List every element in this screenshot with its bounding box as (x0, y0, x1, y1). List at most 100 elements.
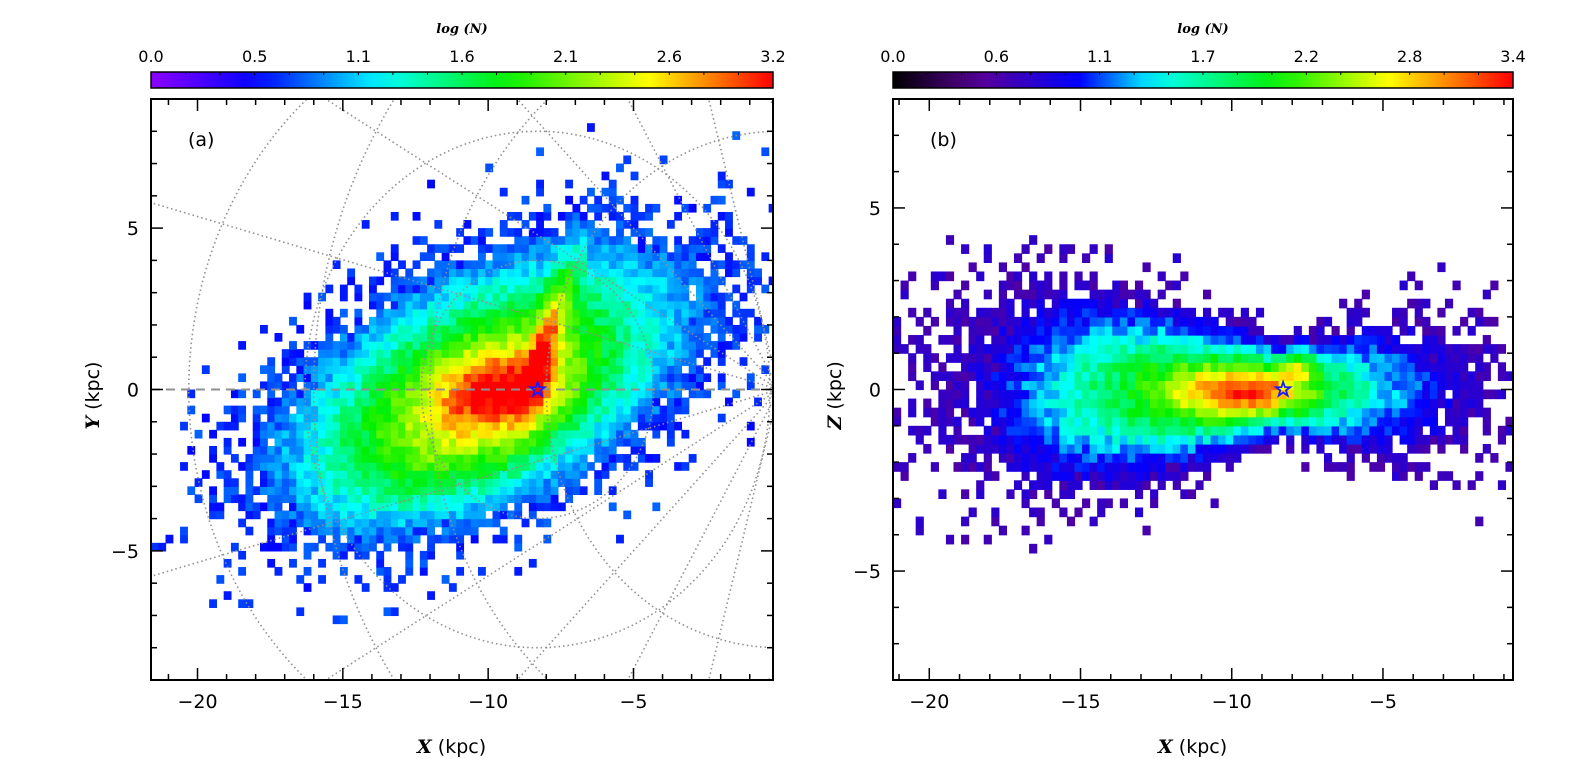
heat-cell (761, 252, 770, 261)
heat-cell (1263, 371, 1272, 382)
heat-cell (1467, 325, 1476, 336)
heat-cell (565, 300, 574, 310)
heat-cell (1059, 289, 1068, 300)
heat-cell (1422, 416, 1431, 427)
heat-cell (412, 316, 421, 326)
heat-cell (347, 526, 356, 536)
heat-cell (427, 308, 435, 318)
heat-cell (594, 300, 603, 310)
heat-cell (405, 421, 414, 431)
heat-cell (1460, 398, 1469, 409)
heat-cell (507, 300, 515, 310)
heat-cell (274, 381, 283, 391)
heat-cell (332, 486, 341, 496)
heat-cell (637, 365, 646, 374)
heat-cell (1399, 462, 1408, 472)
heat-cell (1505, 416, 1513, 427)
heat-cell (1127, 434, 1136, 445)
heat-cell (1255, 362, 1265, 372)
heat-cell (514, 308, 523, 318)
heat-cell (586, 284, 595, 294)
heat-cell (1301, 344, 1310, 354)
heat-cell (405, 526, 414, 536)
heat-cell (456, 292, 465, 302)
heat-cell (1354, 298, 1363, 309)
heat-cell (318, 413, 326, 423)
heat-cell (536, 187, 544, 197)
heat-cell (303, 365, 312, 374)
heat-cell (1429, 362, 1438, 372)
heat-cell (1422, 380, 1431, 391)
heat-cell (623, 421, 632, 431)
heat-cell (187, 405, 196, 415)
heat-cell (1414, 425, 1423, 436)
heat-cell (499, 365, 508, 374)
heat-cell (1112, 280, 1121, 291)
heat-cell (623, 252, 632, 261)
heat-cell (637, 381, 646, 391)
heat-cell (557, 429, 566, 439)
heat-cell (390, 607, 399, 617)
heat-cell (1240, 380, 1249, 391)
heat-cell (1460, 416, 1469, 427)
heat-cell (347, 373, 356, 383)
heat-cell (1255, 434, 1265, 445)
heat-cell (347, 494, 356, 504)
heat-cell (572, 437, 581, 447)
heat-cell (289, 373, 297, 383)
heat-cell (586, 123, 595, 132)
heat-cell (1097, 316, 1106, 327)
heat-cell (1203, 462, 1212, 472)
heat-cell (419, 405, 428, 415)
heat-cell (900, 462, 909, 472)
heat-cell (1066, 416, 1076, 427)
heat-cell (1142, 480, 1151, 490)
heat-cell (1316, 335, 1325, 345)
heat-cell (557, 421, 566, 431)
heat-cell (703, 284, 712, 294)
heat-cell (1361, 335, 1370, 345)
heat-cell (1097, 298, 1106, 309)
heat-cell (1384, 443, 1393, 454)
heat-cell (1203, 353, 1212, 363)
heat-cell (1142, 389, 1151, 400)
heat-cell (238, 518, 247, 528)
heat-cell (1399, 434, 1408, 445)
heat-cell (1475, 344, 1484, 354)
heat-cell (296, 518, 305, 528)
heat-cell (245, 510, 254, 520)
heat-cell (281, 389, 290, 399)
heat-cell (1029, 434, 1038, 445)
heat-cell (1066, 462, 1076, 472)
heat-cell (521, 276, 530, 286)
heat-cell (1013, 289, 1023, 300)
heat-cell (514, 333, 523, 342)
heat-cell (630, 244, 639, 253)
heat-cell (1399, 380, 1408, 391)
heat-cell (1399, 325, 1408, 336)
heat-cell (1059, 443, 1068, 454)
heat-cell (1210, 434, 1219, 445)
heat-cell (1134, 471, 1144, 481)
heat-cell (1172, 362, 1181, 372)
heat-cell (1134, 289, 1144, 300)
heat-cell (405, 437, 414, 447)
heat-cell (1172, 316, 1181, 327)
heat-cell (507, 470, 515, 479)
heat-cell (252, 462, 261, 471)
heat-cell (1346, 316, 1355, 327)
heat-cell (296, 462, 305, 471)
heat-cell (1407, 271, 1416, 282)
heat-cell (514, 284, 523, 294)
heat-cell (945, 298, 955, 309)
heat-cell (1142, 407, 1151, 418)
heat-cell (427, 445, 435, 455)
heat-cell (1013, 425, 1023, 436)
heat-cell (1029, 480, 1038, 490)
heat-cell (572, 381, 581, 391)
heat-cell (318, 373, 326, 383)
heat-cell (1444, 471, 1454, 481)
heat-cell (507, 421, 515, 431)
heat-cell (310, 373, 319, 383)
heat-cell (1414, 407, 1423, 418)
